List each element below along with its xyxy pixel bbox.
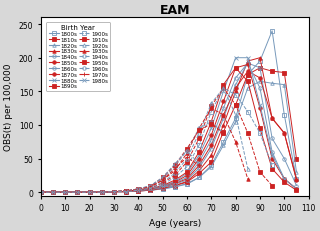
Legend: 1800s, 1810s, 1820s, 1830s, 1840s, 1850s, 1860s, 1870s, 1880s, 1890s, 1900s, 191: 1800s, 1810s, 1820s, 1830s, 1840s, 1850s… (46, 23, 110, 91)
Title: EAM: EAM (159, 4, 190, 17)
X-axis label: Age (years): Age (years) (148, 218, 201, 227)
Y-axis label: OBS(t) per 100,000: OBS(t) per 100,000 (4, 64, 13, 151)
